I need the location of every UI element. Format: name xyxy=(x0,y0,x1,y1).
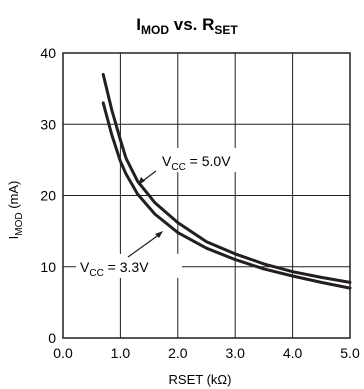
y-tick-label: 10 xyxy=(40,259,56,275)
annotation-33v-arrow xyxy=(128,234,160,257)
x-tick-label: 4.0 xyxy=(283,345,303,361)
chart-title: IMOD vs. RSET xyxy=(136,15,238,37)
y-tick-label: 0 xyxy=(48,330,56,346)
x-tick-label: 0.0 xyxy=(53,345,73,361)
x-tick-label: 5.0 xyxy=(340,345,360,361)
x-tick-label: 3.0 xyxy=(225,345,245,361)
x-axis-label: RSET (kΩ) xyxy=(169,372,232,387)
y-tick-label: 30 xyxy=(40,116,56,132)
annotation-vcc-5v: VCC = 5.0V xyxy=(138,148,262,185)
grid xyxy=(63,53,350,338)
y-axis-label: IMOD (mA) xyxy=(6,181,25,240)
tick-labels: 0.0 1.0 2.0 3.0 4.0 5.0 0 10 20 30 40 xyxy=(40,45,360,361)
y-tick-label: 20 xyxy=(40,188,56,204)
y-tick-label: 40 xyxy=(40,45,56,61)
x-tick-label: 1.0 xyxy=(111,345,131,361)
annotation-vcc-33v: VCC = 3.3V xyxy=(76,231,182,279)
x-tick-label: 2.0 xyxy=(168,345,188,361)
series-line-vcc-5v xyxy=(103,74,350,282)
